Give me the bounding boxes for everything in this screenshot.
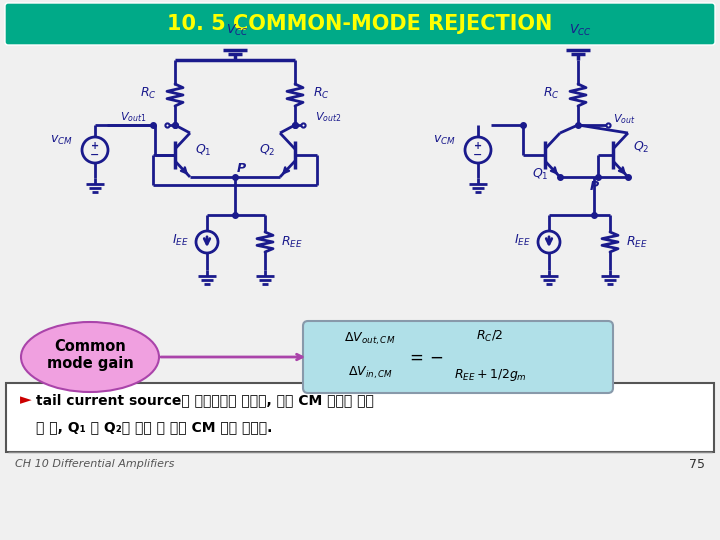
Text: $V_{CC}$: $V_{CC}$ — [225, 23, 248, 38]
Text: $R_C / 2$: $R_C / 2$ — [476, 329, 504, 344]
Text: $v_{CM}$: $v_{CM}$ — [50, 133, 73, 146]
Text: P: P — [590, 180, 598, 193]
Text: −: − — [473, 150, 482, 160]
Text: +: + — [474, 141, 482, 151]
Ellipse shape — [21, 322, 159, 392]
Text: $R_{EE} + 1/2g_m$: $R_{EE} + 1/2g_m$ — [454, 367, 526, 383]
Text: $\Delta V_{in,CM}$: $\Delta V_{in,CM}$ — [348, 365, 392, 381]
Text: $V_{CC}$: $V_{CC}$ — [569, 23, 591, 38]
Text: $V_{out1}$: $V_{out1}$ — [120, 110, 147, 124]
Text: $Q_1$: $Q_1$ — [531, 167, 549, 182]
Text: ►: ► — [20, 393, 32, 408]
Text: $Q_2$: $Q_2$ — [258, 143, 275, 158]
Text: $R_C$: $R_C$ — [543, 85, 560, 100]
FancyBboxPatch shape — [6, 383, 714, 452]
Text: 될 때, Q₁ 과 Q₂의 전류 및 출력 CM 전압 변동됨.: 될 때, Q₁ 과 Q₂의 전류 및 출력 CM 전압 변동됨. — [36, 420, 272, 434]
Text: tail current source가 이상적이지 않으면, 입력 CM 전압이 인가: tail current source가 이상적이지 않으면, 입력 CM 전압… — [36, 393, 374, 407]
Text: $V_{out2}$: $V_{out2}$ — [315, 110, 341, 124]
Text: $\Delta V_{out,CM}$: $\Delta V_{out,CM}$ — [344, 330, 396, 347]
FancyBboxPatch shape — [303, 321, 613, 393]
Text: $I_{EE}$: $I_{EE}$ — [172, 232, 189, 247]
Text: 75: 75 — [689, 457, 705, 470]
Text: +: + — [91, 141, 99, 151]
Text: $Q_1$: $Q_1$ — [195, 143, 212, 158]
Text: $I_{EE}$: $I_{EE}$ — [514, 232, 531, 247]
FancyBboxPatch shape — [5, 3, 715, 45]
Text: $R_{EE}$: $R_{EE}$ — [281, 234, 302, 249]
Text: $Q_2$: $Q_2$ — [633, 139, 649, 154]
Text: $R_C$: $R_C$ — [313, 85, 330, 100]
Text: Common
mode gain: Common mode gain — [47, 339, 133, 371]
Text: $R_{EE}$: $R_{EE}$ — [626, 234, 648, 249]
Text: CH 10 Differential Amplifiers: CH 10 Differential Amplifiers — [15, 459, 174, 469]
Text: 10. 5 COMMON-MODE REJECTION: 10. 5 COMMON-MODE REJECTION — [167, 14, 553, 34]
Text: $v_{CM}$: $v_{CM}$ — [433, 133, 456, 146]
Text: −: − — [90, 150, 99, 160]
Text: $R_C$: $R_C$ — [140, 85, 157, 100]
Text: P: P — [237, 162, 246, 175]
Text: $= -$: $= -$ — [406, 348, 444, 366]
Text: $V_{out}$: $V_{out}$ — [613, 112, 636, 126]
